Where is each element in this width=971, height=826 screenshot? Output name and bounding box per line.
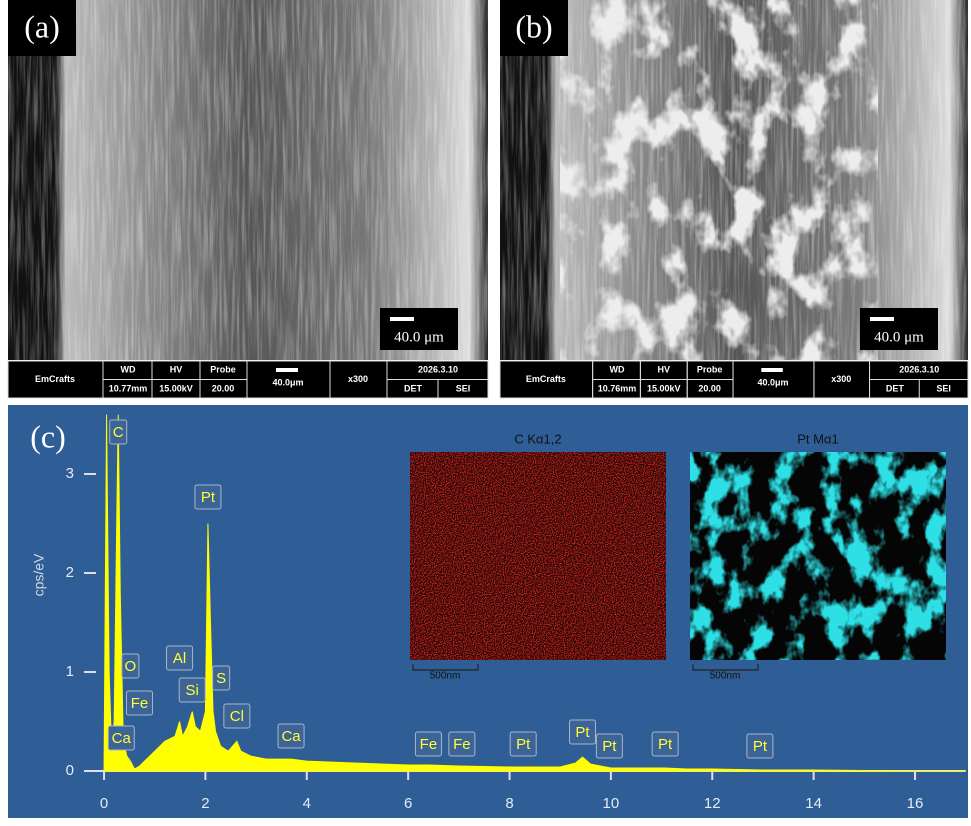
x-tick-label: 2 [201, 795, 209, 812]
panel-label: (b) [515, 8, 552, 44]
x-tick-label: 10 [603, 795, 620, 812]
info-scale-bar [761, 368, 782, 372]
scale-label: 40.0 μm [394, 329, 444, 345]
x-tick-label: 16 [907, 795, 924, 812]
map-title: Pt Mα1 [797, 431, 838, 446]
peak-label: O [125, 658, 137, 675]
peak-label: Ca [281, 728, 301, 745]
peak-label: Si [186, 682, 199, 699]
info-text: HV [658, 364, 671, 374]
map-signal [410, 452, 666, 660]
info-text: DET [886, 383, 905, 393]
y-tick-label: 0 [66, 762, 74, 779]
info-text: Probe [210, 364, 236, 374]
peak-label: Fe [453, 736, 471, 753]
map-signal [690, 452, 946, 660]
panel-label: (a) [24, 8, 60, 44]
info-text: 2026.3.10 [418, 364, 458, 374]
info-text: Probe [697, 364, 723, 374]
info-text: 40.0μm [272, 377, 303, 387]
info-text: 10.77mm [109, 383, 148, 393]
info-text: SEI [936, 383, 951, 393]
x-tick-label: 6 [404, 795, 412, 812]
info-text: 40.0μm [757, 377, 788, 387]
info-text: 2026.3.10 [899, 364, 939, 374]
scale-bar [390, 317, 414, 321]
peak-label: Pt [753, 738, 768, 755]
info-text: DET [404, 383, 423, 393]
peak-label: Pt [201, 489, 216, 506]
panel-label: (c) [30, 418, 66, 454]
peak-label: Fe [131, 695, 149, 712]
x-tick-label: 0 [100, 795, 108, 812]
info-text: x300 [831, 374, 851, 384]
scale-label: 40.0 μm [874, 329, 924, 345]
info-text: SEI [456, 383, 471, 393]
sem-deposits [560, 0, 878, 360]
x-tick-label: 4 [303, 795, 311, 812]
info-text: 15.00kV [647, 383, 681, 393]
peak-label: Ca [112, 730, 132, 747]
info-text: 20.00 [698, 383, 721, 393]
peak-label: Pt [516, 736, 531, 753]
y-tick-label: 1 [66, 663, 74, 680]
peak-label: C [113, 424, 124, 441]
peak-label: Pt [602, 738, 617, 755]
peak-label: Al [173, 650, 186, 667]
info-text: HV [170, 364, 183, 374]
peak-label: Pt [575, 724, 590, 741]
figure: (a) 40.0 μm EmCrafts WD 10.77mm HV 15.00kV Prob… [0, 0, 971, 821]
x-tick-label: 8 [505, 795, 513, 812]
y-axis-label: cps/eV [31, 553, 47, 596]
info-text: x300 [348, 374, 368, 384]
sem-texture [8, 0, 488, 360]
info-text: 10.76mm [598, 383, 637, 393]
y-tick-label: 2 [66, 564, 74, 581]
peak-label: Cl [230, 708, 244, 725]
map-title: C Kα1,2 [514, 431, 561, 446]
scale-bar [870, 317, 894, 321]
info-scale-bar [276, 368, 298, 372]
peak-label: Pt [658, 736, 673, 753]
peak-label: Fe [420, 736, 438, 753]
x-tick-label: 14 [805, 795, 822, 812]
map-scale-label: 500nm [430, 671, 461, 682]
y-tick-label: 3 [66, 465, 74, 482]
map-scale-label: 500nm [710, 671, 741, 682]
info-text: EmCrafts [526, 374, 566, 384]
info-text: WD [610, 364, 625, 374]
info-text: 15.00kV [159, 383, 193, 393]
info-text: 20.00 [212, 383, 235, 393]
info-text: WD [121, 364, 136, 374]
peak-label: S [216, 670, 226, 687]
info-text: EmCrafts [35, 374, 75, 384]
x-tick-label: 12 [704, 795, 721, 812]
